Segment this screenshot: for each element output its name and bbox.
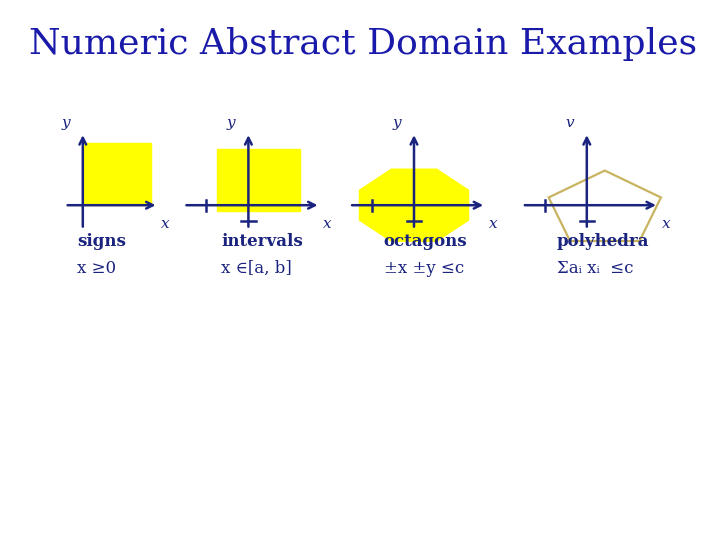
Text: ±x ±y ≤c: ±x ±y ≤c <box>384 260 464 276</box>
Text: v: v <box>565 116 574 130</box>
Text: polyhedra: polyhedra <box>557 233 649 249</box>
Text: x: x <box>161 217 170 231</box>
Text: y: y <box>227 116 235 130</box>
Text: signs: signs <box>77 233 126 249</box>
Bar <box>217 149 300 211</box>
Text: x ≥0: x ≥0 <box>77 260 116 276</box>
Text: octagons: octagons <box>384 233 467 249</box>
Text: Numeric Abstract Domain Examples: Numeric Abstract Domain Examples <box>29 27 697 61</box>
Text: x ∈[a, b]: x ∈[a, b] <box>221 260 292 276</box>
Text: y: y <box>392 116 401 130</box>
Text: Σaᵢ xᵢ  ≤c: Σaᵢ xᵢ ≤c <box>557 260 633 276</box>
Text: x: x <box>323 217 332 231</box>
Text: x: x <box>489 217 498 231</box>
Bar <box>83 143 151 205</box>
Text: y: y <box>61 116 70 130</box>
Text: intervals: intervals <box>221 233 303 249</box>
Text: x: x <box>662 217 670 231</box>
Polygon shape <box>359 169 469 241</box>
